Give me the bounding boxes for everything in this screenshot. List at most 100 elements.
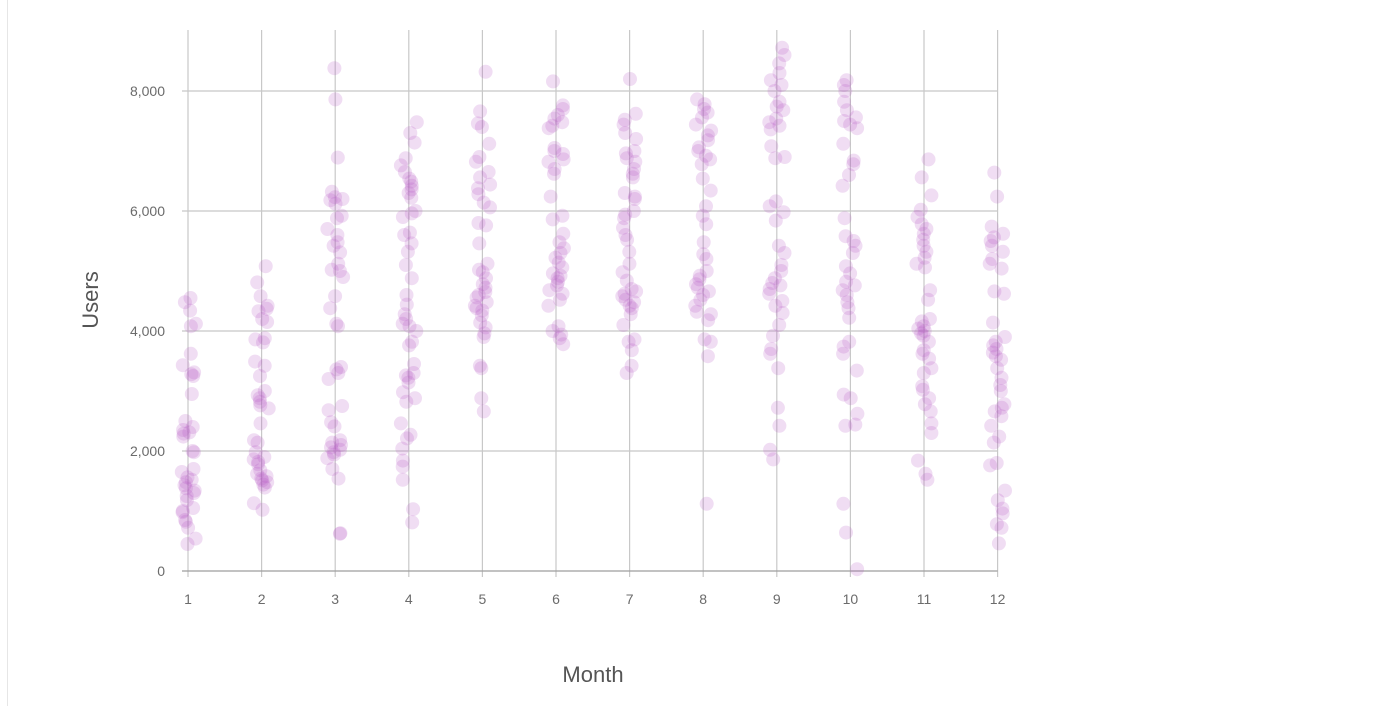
data-point <box>395 210 410 224</box>
data-point <box>994 520 1009 535</box>
data-point <box>328 190 342 205</box>
data-point <box>763 73 778 88</box>
data-point <box>762 115 777 130</box>
data-point <box>541 154 556 169</box>
data-point <box>467 298 482 313</box>
data-point <box>555 286 570 301</box>
data-point <box>545 212 560 227</box>
data-point <box>252 391 267 406</box>
data-point <box>843 117 858 132</box>
y-tick-label: 2,000 <box>130 443 165 459</box>
data-point <box>700 128 715 143</box>
data-point <box>763 122 778 137</box>
data-point <box>179 493 194 508</box>
data-point <box>986 338 1001 353</box>
data-point <box>989 456 1004 470</box>
data-point <box>618 126 633 140</box>
data-point <box>331 256 346 271</box>
data-point <box>775 40 790 55</box>
data-point <box>334 360 348 374</box>
data-point <box>629 284 644 299</box>
data-point <box>772 118 787 133</box>
data-point <box>619 151 634 166</box>
data-point <box>180 470 195 485</box>
data-point <box>175 358 190 373</box>
data-point <box>699 264 714 278</box>
data-point <box>775 306 790 320</box>
data-point <box>398 368 413 383</box>
data-point <box>326 238 341 253</box>
data-point <box>616 318 631 332</box>
data-point <box>689 277 703 292</box>
data-point <box>468 154 483 169</box>
data-point <box>398 151 413 166</box>
data-point <box>253 369 267 383</box>
data-point <box>407 135 422 150</box>
data-point <box>177 478 192 493</box>
data-point <box>619 273 634 288</box>
data-point <box>769 99 784 114</box>
data-point <box>186 462 201 476</box>
data-point <box>330 150 345 165</box>
data-point <box>921 292 936 307</box>
data-point <box>915 379 930 394</box>
data-point <box>770 400 785 415</box>
data-point <box>542 283 557 298</box>
data-point <box>618 146 633 161</box>
data-point <box>836 346 851 361</box>
data-point <box>838 418 853 433</box>
data-point <box>332 264 347 278</box>
data-point <box>842 334 857 349</box>
data-point <box>329 316 344 331</box>
data-point <box>984 219 999 234</box>
data-point <box>762 286 777 301</box>
data-point <box>554 327 569 342</box>
data-point <box>402 225 417 240</box>
data-point <box>921 152 936 167</box>
data-point <box>335 192 350 206</box>
data-point <box>257 358 272 373</box>
data-point <box>547 141 562 155</box>
data-point <box>700 349 715 364</box>
data-point <box>556 147 570 161</box>
data-point <box>182 425 197 440</box>
data-point <box>767 271 782 286</box>
data-point <box>762 282 777 296</box>
data-point <box>697 102 711 116</box>
data-point <box>923 283 938 298</box>
data-point <box>551 274 565 289</box>
data-point <box>850 562 865 577</box>
data-point <box>690 280 705 295</box>
data-point <box>472 358 487 373</box>
data-point <box>246 496 261 511</box>
data-point <box>693 292 708 307</box>
data-point <box>983 458 998 473</box>
x-tick-label: 1 <box>184 591 192 607</box>
data-point <box>619 366 634 380</box>
data-point <box>994 261 1009 276</box>
data-point <box>982 256 997 271</box>
data-point <box>471 216 486 230</box>
grid <box>182 30 999 577</box>
data-point <box>842 168 856 182</box>
data-point <box>846 153 861 168</box>
x-tick-label: 11 <box>917 591 932 607</box>
data-point <box>178 414 193 428</box>
data-point <box>767 84 782 98</box>
data-point <box>257 480 272 495</box>
data-point <box>688 298 703 313</box>
data-point <box>839 288 854 302</box>
data-point <box>186 369 201 383</box>
data-point <box>325 435 340 450</box>
data-point <box>332 526 347 541</box>
data-point <box>546 74 560 89</box>
data-point <box>257 450 272 464</box>
data-point <box>176 426 191 441</box>
data-point <box>474 391 489 406</box>
data-point <box>393 416 408 431</box>
data-point <box>329 362 344 377</box>
data-point <box>837 114 852 128</box>
data-point <box>556 226 571 241</box>
data-point <box>478 285 493 299</box>
data-point <box>334 438 348 452</box>
